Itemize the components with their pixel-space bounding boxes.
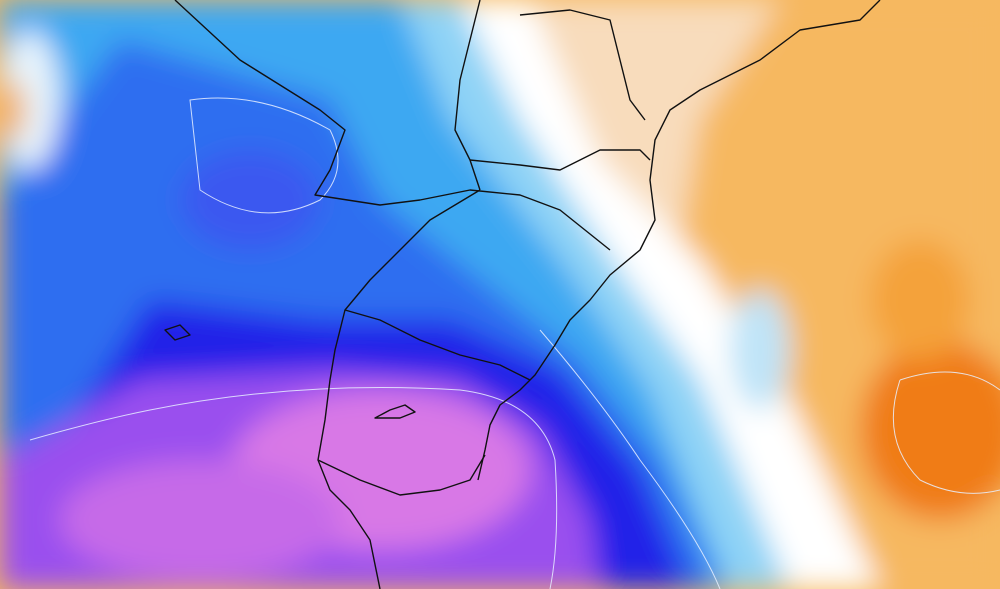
contour-line bbox=[29, 387, 558, 589]
border-line bbox=[174, 0, 611, 251]
frigid-core-west bbox=[60, 460, 340, 580]
borders bbox=[164, 0, 881, 589]
hot-core bbox=[860, 340, 1000, 520]
border-line bbox=[469, 149, 651, 171]
warm-core bbox=[870, 240, 970, 360]
contour-line bbox=[539, 329, 721, 589]
border-line bbox=[317, 189, 481, 589]
coastline bbox=[477, 0, 881, 481]
cool-patch bbox=[730, 290, 790, 410]
border-line bbox=[454, 0, 481, 191]
lake bbox=[164, 324, 191, 341]
border-line bbox=[519, 9, 646, 121]
contour-line bbox=[892, 371, 1000, 494]
contour-line bbox=[189, 97, 339, 214]
border-line bbox=[344, 309, 531, 381]
contours bbox=[29, 97, 1000, 589]
neutral-band bbox=[440, 0, 880, 589]
cold-pocket bbox=[180, 150, 320, 250]
warm-spot-west-core bbox=[0, 80, 26, 140]
border-line bbox=[317, 454, 486, 496]
lake bbox=[374, 404, 416, 419]
